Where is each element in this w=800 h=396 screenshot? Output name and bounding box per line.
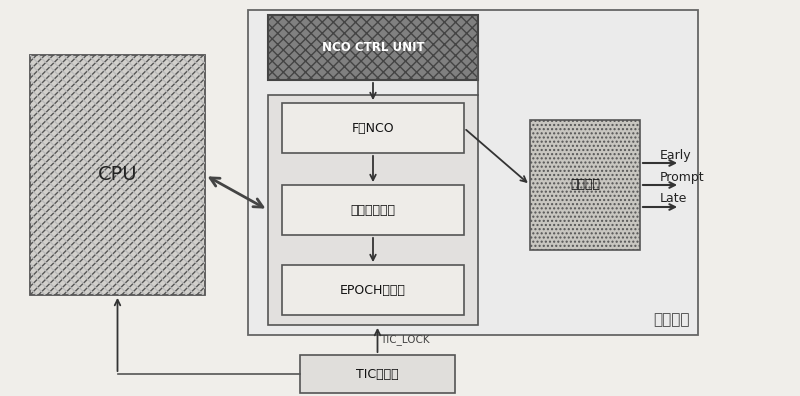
Bar [282, 103, 464, 153]
Bar [300, 355, 455, 393]
Bar [30, 55, 205, 295]
Text: TIC_LOCK: TIC_LOCK [380, 334, 430, 345]
Bar [268, 15, 478, 80]
Bar [282, 265, 464, 315]
Text: F码NCO: F码NCO [352, 122, 394, 135]
Text: TIC发生器: TIC发生器 [356, 367, 399, 381]
Text: Early: Early [660, 148, 692, 162]
Text: 码相位计数器: 码相位计数器 [350, 204, 395, 217]
Text: 某一通道: 某一通道 [654, 312, 690, 327]
Bar [30, 55, 205, 295]
Bar [30, 55, 205, 295]
Bar [282, 185, 464, 235]
Text: 码发生器: 码发生器 [570, 179, 600, 192]
Text: CPU: CPU [98, 166, 138, 185]
Bar [30, 55, 205, 295]
Text: EPOCH计数器: EPOCH计数器 [340, 284, 406, 297]
Bar [248, 10, 698, 335]
Bar [268, 15, 478, 80]
Text: NCO CTRL UNIT: NCO CTRL UNIT [322, 41, 424, 54]
Bar [530, 120, 640, 250]
Bar [268, 95, 478, 325]
Text: Late: Late [660, 192, 687, 206]
Text: Prompt: Prompt [660, 171, 705, 183]
Bar [530, 120, 640, 250]
